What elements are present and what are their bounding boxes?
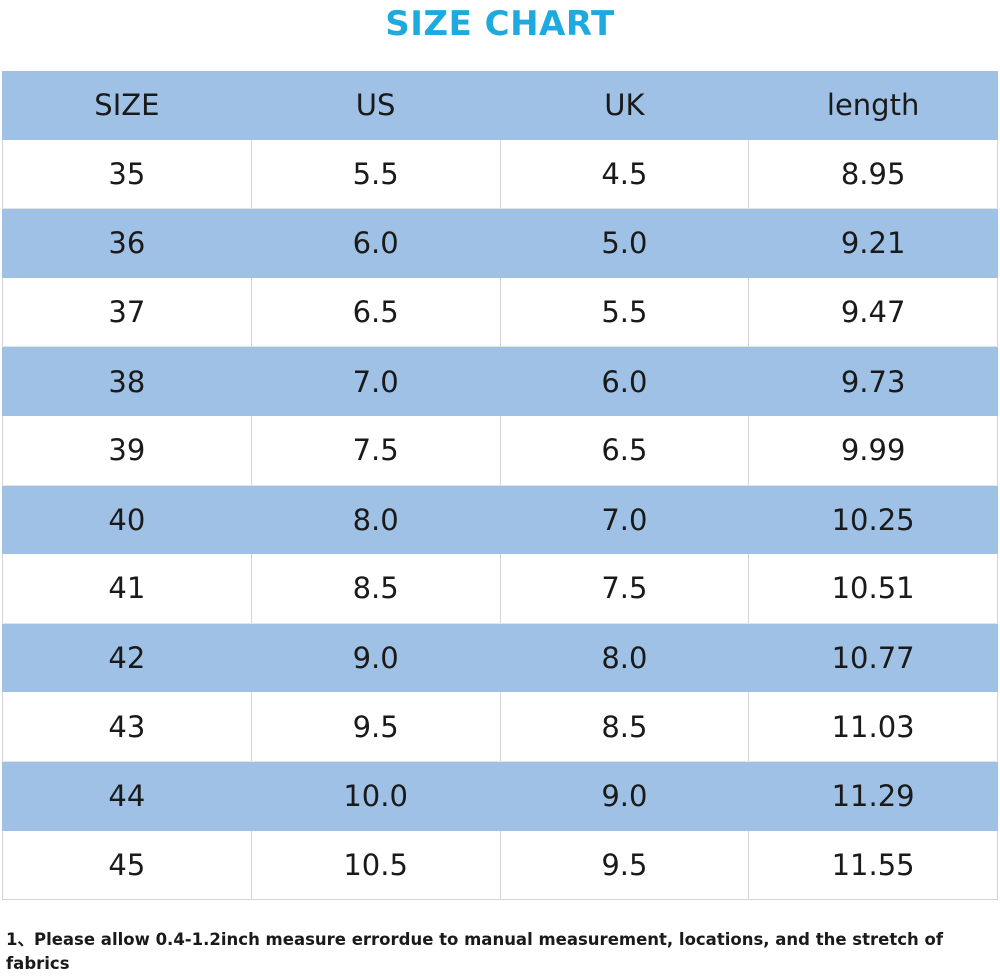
cell-uk: 4.5 [499, 139, 750, 210]
page-title: SIZE CHART [385, 4, 615, 44]
cell-us: 7.5 [250, 415, 501, 486]
cell-uk: 5.0 [499, 208, 750, 278]
cell-length: 9.99 [748, 415, 998, 486]
cell-uk: 5.5 [499, 277, 750, 348]
cell-size: 36 [2, 208, 252, 278]
table-row: 42 9.0 8.0 10.77 [2, 623, 998, 693]
cell-length: 8.95 [748, 139, 998, 210]
cell-size: 44 [2, 761, 252, 831]
table-row: 36 6.0 5.0 9.21 [2, 208, 998, 278]
cell-us: 5.5 [250, 139, 501, 210]
table-row: 45 10.5 9.5 11.55 [2, 830, 998, 901]
cell-size: 41 [2, 554, 252, 624]
cell-size: 42 [2, 623, 252, 693]
table-row: 37 6.5 5.5 9.47 [2, 277, 998, 348]
cell-uk: 9.0 [499, 761, 750, 831]
size-table: SIZE US UK length 35 5.5 4.5 8.95 36 6.0… [2, 71, 998, 901]
cell-length: 9.73 [748, 346, 998, 416]
table-row: 38 7.0 6.0 9.73 [2, 346, 998, 416]
table-row: 39 7.5 6.5 9.99 [2, 415, 998, 486]
header-length: length [748, 71, 998, 140]
cell-uk: 8.0 [499, 623, 750, 693]
cell-length: 9.21 [748, 208, 998, 278]
cell-length: 11.29 [748, 761, 998, 831]
cell-us: 8.5 [250, 554, 501, 624]
measurement-note: 1、Please allow 0.4-1.2inch measure error… [6, 930, 943, 973]
cell-length: 10.77 [748, 623, 998, 693]
cell-size: 39 [2, 415, 252, 486]
cell-uk: 7.0 [499, 485, 750, 555]
table-row: 40 8.0 7.0 10.25 [2, 485, 998, 555]
table-header-row: SIZE US UK length [2, 71, 998, 140]
size-table-container: SIZE US UK length 35 5.5 4.5 8.95 36 6.0… [2, 71, 998, 901]
cell-us: 6.0 [250, 208, 501, 278]
cell-us: 6.5 [250, 277, 501, 348]
cell-size: 40 [2, 485, 252, 555]
cell-length: 10.25 [748, 485, 998, 555]
cell-size: 35 [2, 139, 252, 210]
cell-size: 43 [2, 692, 252, 762]
cell-size: 37 [2, 277, 252, 348]
cell-us: 7.0 [250, 346, 501, 416]
cell-uk: 6.0 [499, 346, 750, 416]
cell-us: 10.5 [250, 830, 501, 901]
table-row: 35 5.5 4.5 8.95 [2, 139, 998, 210]
cell-us: 9.0 [250, 623, 501, 693]
table-row: 44 10.0 9.0 11.29 [2, 761, 998, 831]
cell-uk: 8.5 [499, 692, 750, 762]
cell-uk: 6.5 [499, 415, 750, 486]
cell-us: 8.0 [250, 485, 501, 555]
header-uk: UK [499, 71, 750, 140]
cell-us: 10.0 [250, 761, 501, 831]
cell-length: 11.55 [748, 830, 998, 901]
header-size: SIZE [2, 71, 252, 140]
cell-length: 9.47 [748, 277, 998, 348]
cell-us: 9.5 [250, 692, 501, 762]
table-row: 43 9.5 8.5 11.03 [2, 692, 998, 762]
cell-length: 11.03 [748, 692, 998, 762]
cell-uk: 7.5 [499, 554, 750, 624]
cell-size: 45 [2, 830, 252, 901]
header-us: US [250, 71, 501, 140]
cell-uk: 9.5 [499, 830, 750, 901]
table-body: 35 5.5 4.5 8.95 36 6.0 5.0 9.21 37 6.5 5… [2, 139, 998, 901]
table-row: 41 8.5 7.5 10.51 [2, 554, 998, 624]
cell-size: 38 [2, 346, 252, 416]
cell-length: 10.51 [748, 554, 998, 624]
